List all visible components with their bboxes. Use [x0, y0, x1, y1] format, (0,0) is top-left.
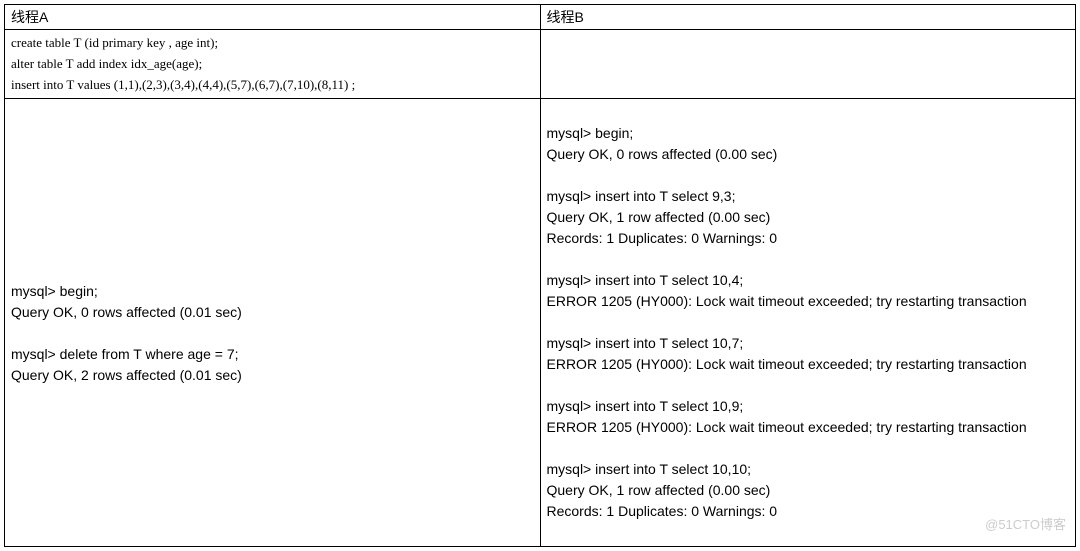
session-a-content: mysql> begin; Query OK, 0 rows affected … — [11, 260, 534, 386]
session-a-cell: mysql> begin; Query OK, 0 rows affected … — [5, 99, 541, 547]
session-b-cell: mysql> begin; Query OK, 0 rows affected … — [540, 99, 1076, 547]
header-thread-a: 线程A — [5, 5, 541, 30]
setup-line-1: create table T (id primary key , age int… — [11, 33, 534, 54]
session-b-content: mysql> begin; Query OK, 0 rows affected … — [547, 123, 1070, 522]
setup-line-3: insert into T values (1,1),(2,3),(3,4),(… — [11, 75, 534, 96]
thread-comparison-table: 线程A 线程B create table T (id primary key ,… — [4, 4, 1076, 547]
setup-cell-b — [540, 30, 1076, 99]
setup-cell-a: create table T (id primary key , age int… — [5, 30, 541, 99]
table-header-row: 线程A 线程B — [5, 5, 1076, 30]
setup-row: create table T (id primary key , age int… — [5, 30, 1076, 99]
setup-line-2: alter table T add index idx_age(age); — [11, 54, 534, 75]
session-row: mysql> begin; Query OK, 0 rows affected … — [5, 99, 1076, 547]
header-thread-b: 线程B — [540, 5, 1076, 30]
document-container: 线程A 线程B create table T (id primary key ,… — [4, 4, 1076, 547]
